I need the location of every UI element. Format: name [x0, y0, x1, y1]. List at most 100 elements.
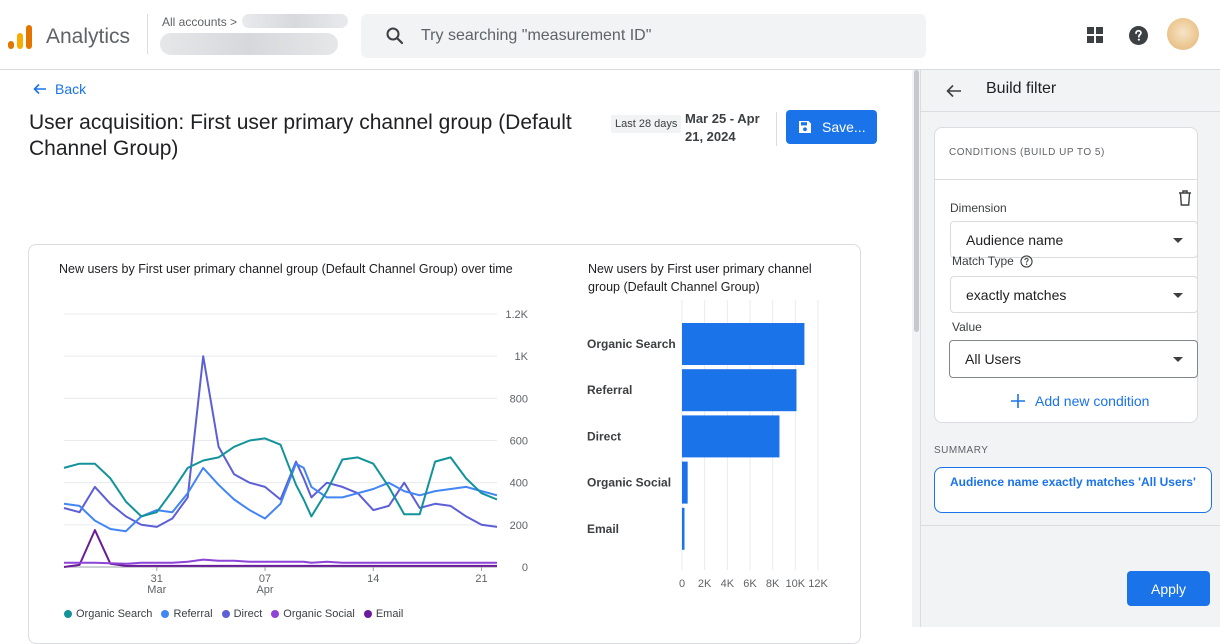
summary-label: SUMMARY — [934, 445, 989, 456]
x-tick-label: 10K — [786, 578, 806, 590]
legend-dot — [64, 610, 72, 618]
series-line — [64, 558, 497, 565]
date-range-label[interactable]: Last 28 days — [611, 115, 682, 133]
date-range-picker[interactable]: Mar 25 - Apr 21, 2024 — [685, 111, 760, 144]
save-label: Save... — [822, 119, 866, 135]
legend-item[interactable]: Referral — [161, 608, 213, 620]
category-label: Email — [587, 522, 619, 536]
value-select[interactable]: All Users — [949, 340, 1198, 378]
match-type-value: exactly matches — [966, 287, 1067, 303]
category-label: Organic Social — [587, 476, 671, 490]
back-label: Back — [55, 81, 87, 97]
bar — [682, 507, 685, 550]
arrow-back-icon — [33, 83, 46, 95]
account-breadcrumb[interactable]: All accounts > — [162, 15, 238, 29]
category-label: Organic Search — [587, 337, 676, 351]
delete-icon[interactable] — [1178, 190, 1192, 206]
main-scrollbar-thumb[interactable] — [914, 70, 919, 332]
analytics-logo-icon[interactable] — [8, 24, 34, 50]
apply-button[interactable]: Apply — [1127, 571, 1210, 606]
dimension-select[interactable]: Audience name — [950, 221, 1198, 258]
account-avatar[interactable] — [1167, 18, 1199, 50]
legend-dot — [363, 610, 372, 618]
bar — [682, 415, 780, 458]
match-type-label: Match Type — [952, 254, 1033, 268]
legend-label: Organic Search — [76, 608, 153, 620]
help-icon[interactable] — [1129, 26, 1148, 45]
bar — [682, 369, 797, 412]
x-tick-label: 8K — [766, 578, 780, 590]
y-tick-label: 1.2K — [505, 309, 528, 321]
x-tick-label: 6K — [743, 578, 757, 590]
build-filter-panel: Build filter CONDITIONS (BUILD UP TO 5) … — [920, 70, 1220, 627]
back-link[interactable]: Back — [33, 81, 86, 97]
redacted-account-name[interactable] — [242, 14, 348, 28]
toolbar-separator — [776, 112, 777, 146]
app-title: Analytics — [46, 25, 131, 48]
series-line — [63, 462, 498, 533]
apps-grid-icon[interactable] — [1087, 27, 1103, 43]
x-tick-label: 14 — [367, 573, 379, 585]
dimension-value: Audience name — [966, 232, 1064, 248]
y-tick-label: 600 — [510, 436, 528, 448]
legend-label: Direct — [233, 608, 263, 620]
bar-chart-title: New users by First user primary channel … — [588, 262, 812, 294]
series-line — [63, 529, 497, 568]
series-line — [63, 437, 498, 518]
redacted-property-name[interactable] — [160, 33, 338, 55]
x-tick-label: 4K — [721, 578, 735, 590]
dropdown-caret-icon — [1173, 238, 1183, 243]
bar-chart: 0 2K 4K 6K 8K 10K 12K Organic Search Referral Dir… — [587, 300, 828, 590]
category-label: Direct — [587, 429, 621, 443]
x-tick-label: 12K — [808, 578, 828, 590]
legend-item[interactable]: Organic Social — [271, 608, 355, 620]
top-app-bar: Analytics All accounts > Try searching "… — [0, 0, 1220, 70]
panel-title: Build filter — [986, 80, 1057, 97]
search-icon — [386, 27, 404, 45]
header-divider — [147, 14, 148, 54]
legend-item[interactable]: Organic Search — [64, 608, 152, 620]
add-condition-button[interactable]: Add new condition — [1011, 393, 1149, 409]
x-tick-label: 0 — [679, 578, 685, 590]
main-scrollbar-track[interactable] — [912, 70, 920, 627]
panel-header: Build filter — [921, 70, 1220, 112]
value-label: Value — [952, 320, 982, 334]
dimension-label: Dimension — [950, 201, 1007, 215]
plus-icon — [1011, 394, 1025, 408]
conditions-card: CONDITIONS (BUILD UP TO 5) Dimension Aud… — [934, 127, 1198, 423]
legend-dot — [161, 610, 170, 618]
x-tick-label: 07 — [259, 573, 271, 585]
y-tick-label: 800 — [510, 393, 528, 405]
dropdown-caret-icon — [1173, 357, 1183, 362]
dropdown-caret-icon — [1173, 293, 1183, 298]
search-input[interactable]: Try searching "measurement ID" — [421, 27, 652, 44]
search-bar[interactable]: Try searching "measurement ID" — [361, 14, 926, 58]
y-tick-label: 200 — [510, 520, 528, 532]
page-title: User acquisition: First user primary cha… — [29, 111, 572, 160]
bar — [682, 461, 688, 504]
help-circle-icon[interactable] — [1020, 255, 1033, 268]
bar — [682, 323, 805, 365]
legend-item[interactable]: Direct — [221, 608, 263, 620]
line-chart-legend: Organic Search Referral Direct Organic S… — [64, 608, 403, 620]
legend-label: Referral — [173, 608, 213, 620]
save-button[interactable]: Save... — [786, 110, 877, 144]
x-tick-sublabel: Mar — [147, 584, 166, 596]
summary-text: Audience name exactly matches 'All Users… — [934, 467, 1212, 513]
arrow-back-icon[interactable] — [945, 82, 963, 100]
match-type-select[interactable]: exactly matches — [950, 276, 1198, 313]
match-type-label-text: Match Type — [952, 254, 1014, 268]
category-label: Referral — [587, 383, 632, 397]
x-tick-label: 31 — [151, 573, 163, 585]
x-tick-label: 2K — [698, 578, 712, 590]
divider — [935, 179, 1197, 180]
legend-item[interactable]: Email — [363, 608, 403, 620]
value-value: All Users — [965, 351, 1022, 367]
legend-label: Organic Social — [283, 608, 355, 620]
divider — [921, 525, 1220, 526]
conditions-header: CONDITIONS (BUILD UP TO 5) — [949, 147, 1105, 158]
legend-dot — [271, 610, 280, 618]
save-icon — [799, 121, 811, 133]
